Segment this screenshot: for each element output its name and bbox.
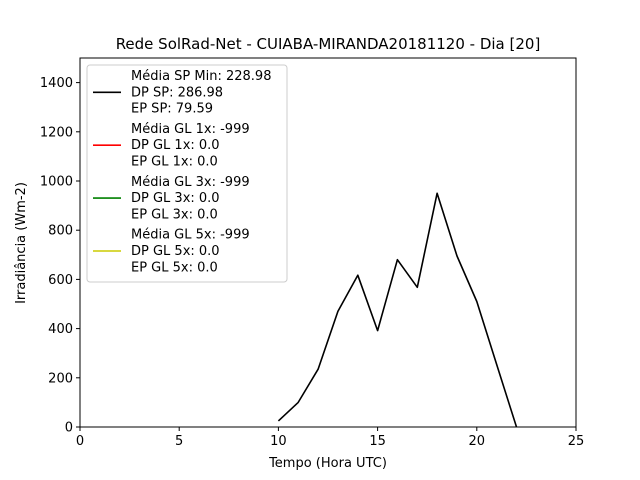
legend-entry-3: Média GL 5x: -999 DP GL 5x: 0.0 EP GL 5x: … [131,228,250,276]
chart-title: Rede SolRad-Net - CUIABA-MIRANDA20181120… [116,35,541,53]
y-tick-label: 0 [65,421,73,436]
series-line-0 [277,192,518,428]
legend-entry-1: Média GL 1x: -999 DP GL 1x: 0.0 EP GL 1x: … [131,122,250,170]
x-tick-label: 0 [76,434,84,449]
ticks-layer: 0 5 10 15 20 25 0 200 400 600 800 1000 1200 1400 [40,76,584,449]
series-layer [277,192,518,428]
y-tick-label: 600 [48,273,73,288]
y-axis-label: Irradiância (Wm-2) [14,182,29,304]
x-tick-label: 20 [469,434,486,449]
x-tick-label: 10 [270,434,287,449]
x-tick-label: 15 [369,434,386,449]
y-tick-label: 1400 [40,76,73,91]
legend-box [86,64,288,283]
y-tick-label: 400 [48,322,73,337]
plot-area [79,57,577,428]
x-axis-label: Tempo (Hora UTC) [268,456,387,471]
y-tick-label: 1000 [40,175,73,190]
y-tick-label: 800 [48,224,73,239]
legend-entry-2: Média GL 3x: -999 DP GL 3x: 0.0 EP GL 3x: … [131,175,250,223]
x-tick-label: 25 [568,434,585,449]
y-tick-label: 200 [48,371,73,386]
x-tick-label: 5 [175,434,183,449]
legend-entry-0: Média SP Min: 228.98 DP SP: 286.98 EP SP: … [131,69,271,117]
legend: Média SP Min: 228.98 DP SP: 286.98 EP SP: … [86,64,288,283]
y-tick-label: 1200 [40,125,73,140]
